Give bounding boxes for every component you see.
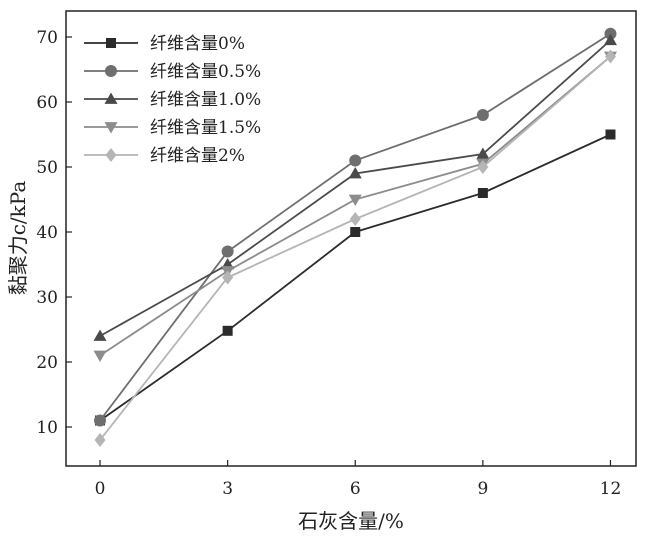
data-point bbox=[603, 33, 617, 46]
series-line bbox=[99, 55, 612, 441]
series-4 bbox=[94, 49, 616, 447]
y-tick-label: 50 bbox=[36, 158, 58, 178]
x-tick-label: 3 bbox=[222, 479, 233, 499]
series-layer bbox=[93, 27, 617, 447]
series-2 bbox=[93, 33, 617, 341]
legend-label: 纤维含量0% bbox=[150, 34, 245, 54]
data-point bbox=[476, 147, 490, 159]
data-point bbox=[222, 270, 234, 285]
plot-frame bbox=[65, 10, 637, 467]
y-tick-label: 70 bbox=[36, 28, 58, 48]
x-tick-label: 9 bbox=[477, 479, 488, 499]
data-point bbox=[476, 109, 489, 121]
y-axis: 10 20 30 40 50 60 70 bbox=[36, 28, 72, 438]
y-tick-label: 10 bbox=[36, 418, 58, 438]
data-point bbox=[349, 154, 362, 167]
legend-marker bbox=[105, 65, 117, 77]
data-point bbox=[348, 167, 362, 179]
data-point bbox=[222, 325, 233, 336]
legend-label: 纤维含量1.5% bbox=[150, 118, 261, 138]
data-point bbox=[93, 329, 107, 341]
legend-marker bbox=[106, 38, 116, 48]
x-tick-label: 6 bbox=[350, 479, 361, 499]
data-point bbox=[477, 160, 489, 174]
series-1 bbox=[94, 27, 617, 427]
data-point bbox=[94, 414, 107, 427]
data-point bbox=[94, 433, 106, 447]
data-point bbox=[349, 212, 361, 226]
data-point bbox=[350, 227, 361, 237]
x-axis-title: 石灰含量/% bbox=[298, 509, 404, 533]
data-point bbox=[477, 188, 488, 198]
legend-marker bbox=[105, 148, 117, 162]
y-tick-label: 20 bbox=[36, 353, 58, 373]
legend-label: 纤维含量2% bbox=[150, 146, 245, 166]
y-tick-label: 60 bbox=[36, 93, 58, 113]
x-tick-label: 12 bbox=[600, 479, 622, 499]
data-point bbox=[93, 350, 107, 362]
data-point bbox=[605, 129, 616, 140]
data-point bbox=[604, 49, 616, 64]
x-tick-label: 0 bbox=[95, 479, 106, 499]
legend-label: 纤维含量1.0% bbox=[150, 90, 261, 110]
legend-label: 纤维含量0.5% bbox=[150, 62, 261, 82]
y-tick-label: 40 bbox=[36, 223, 58, 243]
x-axis: 0 3 6 9 12 bbox=[95, 460, 622, 499]
y-tick-label: 30 bbox=[36, 288, 58, 308]
legend-marker bbox=[104, 92, 118, 104]
legend: 纤维含量0% 纤维含量0.5% 纤维含量1.0% 纤维含量1.5% 纤维含量2% bbox=[84, 34, 261, 166]
data-point bbox=[348, 194, 362, 206]
data-point bbox=[221, 245, 234, 258]
y-axis-title: 黏聚力c/kPa bbox=[6, 181, 30, 296]
legend-marker bbox=[104, 122, 118, 134]
series-line bbox=[99, 39, 612, 337]
